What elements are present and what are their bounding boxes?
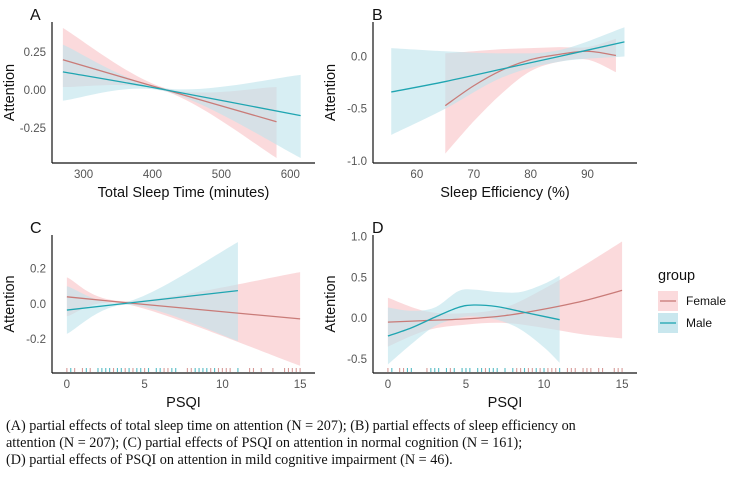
fit-line-male: [387, 304, 560, 337]
y-tick-label: 0.00: [24, 85, 46, 97]
fit-line-male: [62, 71, 301, 117]
y-tick-label: 0.2: [30, 264, 46, 276]
fit-line-male: [391, 41, 625, 93]
fit-line-female: [66, 296, 301, 320]
panel-c: 0 5 10 15 0.2 0.0 -0.2 PSQI Attention C: [2, 220, 315, 411]
x-tick-label: 10: [538, 379, 551, 391]
legend: group Female Male: [658, 268, 726, 333]
confidence-band-male: [391, 27, 625, 135]
x-tick-label: 15: [616, 379, 629, 391]
x-axis-title: Total Sleep Time (minutes): [98, 185, 270, 201]
x-axis-title: Sleep Efficiency (%): [440, 185, 569, 201]
legend-item-female: Female: [658, 291, 726, 311]
x-tick-label: 400: [143, 169, 162, 181]
x-tick-label: 0: [64, 379, 70, 391]
y-axis-title: Attention: [2, 64, 18, 121]
panel-label: C: [30, 220, 42, 237]
legend-item-male: Male: [658, 313, 712, 333]
y-tick-label: -0.2: [26, 334, 46, 346]
x-tick-label: 10: [216, 379, 229, 391]
legend-label: Female: [686, 294, 726, 308]
y-axis-title: Attention: [323, 275, 339, 332]
caption-line: (D) partial effects of PSQI on attention…: [6, 452, 453, 468]
x-axis-title: PSQI: [166, 395, 201, 411]
x-tick-label: 600: [281, 169, 300, 181]
panel-d: 0 5 10 15 1.0 0.5 0.0 -0.5 PSQI Attention D: [323, 220, 637, 411]
y-tick-label: -0.5: [347, 354, 367, 366]
legend-label: Male: [686, 316, 712, 330]
x-tick-label: 500: [212, 169, 231, 181]
y-axis-title: Attention: [323, 64, 339, 121]
y-tick-label: -1.0: [347, 156, 367, 168]
panel-a: 300 400 500 600 0.25 0.00 -0.25 Total Sleep Tim…: [2, 7, 315, 201]
x-tick-label: 90: [581, 169, 594, 181]
y-tick-label: 0.0: [30, 299, 46, 311]
panel-label: B: [372, 7, 383, 24]
panel-label: A: [30, 7, 41, 24]
y-tick-label: 0.0: [351, 313, 367, 325]
y-tick-label: 0.5: [351, 272, 367, 284]
x-axis-title: PSQI: [488, 395, 523, 411]
y-tick-label: 0.0: [351, 51, 367, 63]
x-tick-label: 80: [524, 169, 537, 181]
figure-caption: (A) partial effects of total sleep time …: [6, 418, 721, 469]
x-tick-label: 0: [385, 379, 391, 391]
rug-marks: [66, 368, 301, 372]
confidence-band-male: [387, 275, 560, 365]
x-tick-label: 60: [410, 169, 423, 181]
fit-line-male: [66, 289, 238, 311]
fit-line-female: [444, 50, 617, 107]
caption-line: (A) partial effects of total sleep time …: [6, 418, 576, 434]
confidence-band-male: [66, 242, 238, 341]
x-tick-label: 70: [467, 169, 480, 181]
y-tick-label: 0.25: [24, 47, 46, 59]
y-tick-label: -0.25: [20, 123, 46, 135]
y-axis-title: Attention: [2, 275, 18, 332]
y-tick-label: -0.5: [347, 104, 367, 116]
x-tick-label: 5: [463, 379, 469, 391]
caption-line: attention (N = 207); (C) partial effects…: [6, 435, 523, 451]
y-tick-label: 1.0: [351, 232, 367, 244]
panel-label: D: [372, 220, 384, 237]
x-tick-label: 15: [294, 379, 307, 391]
x-tick-label: 5: [141, 379, 147, 391]
legend-title: group: [658, 268, 695, 284]
x-tick-label: 300: [74, 169, 93, 181]
rug-marks: [387, 368, 623, 372]
panel-b: 60 70 80 90 0.0 -0.5 -1.0 Sleep Efficiency (%) A…: [323, 7, 637, 201]
confidence-band-male: [62, 44, 301, 158]
